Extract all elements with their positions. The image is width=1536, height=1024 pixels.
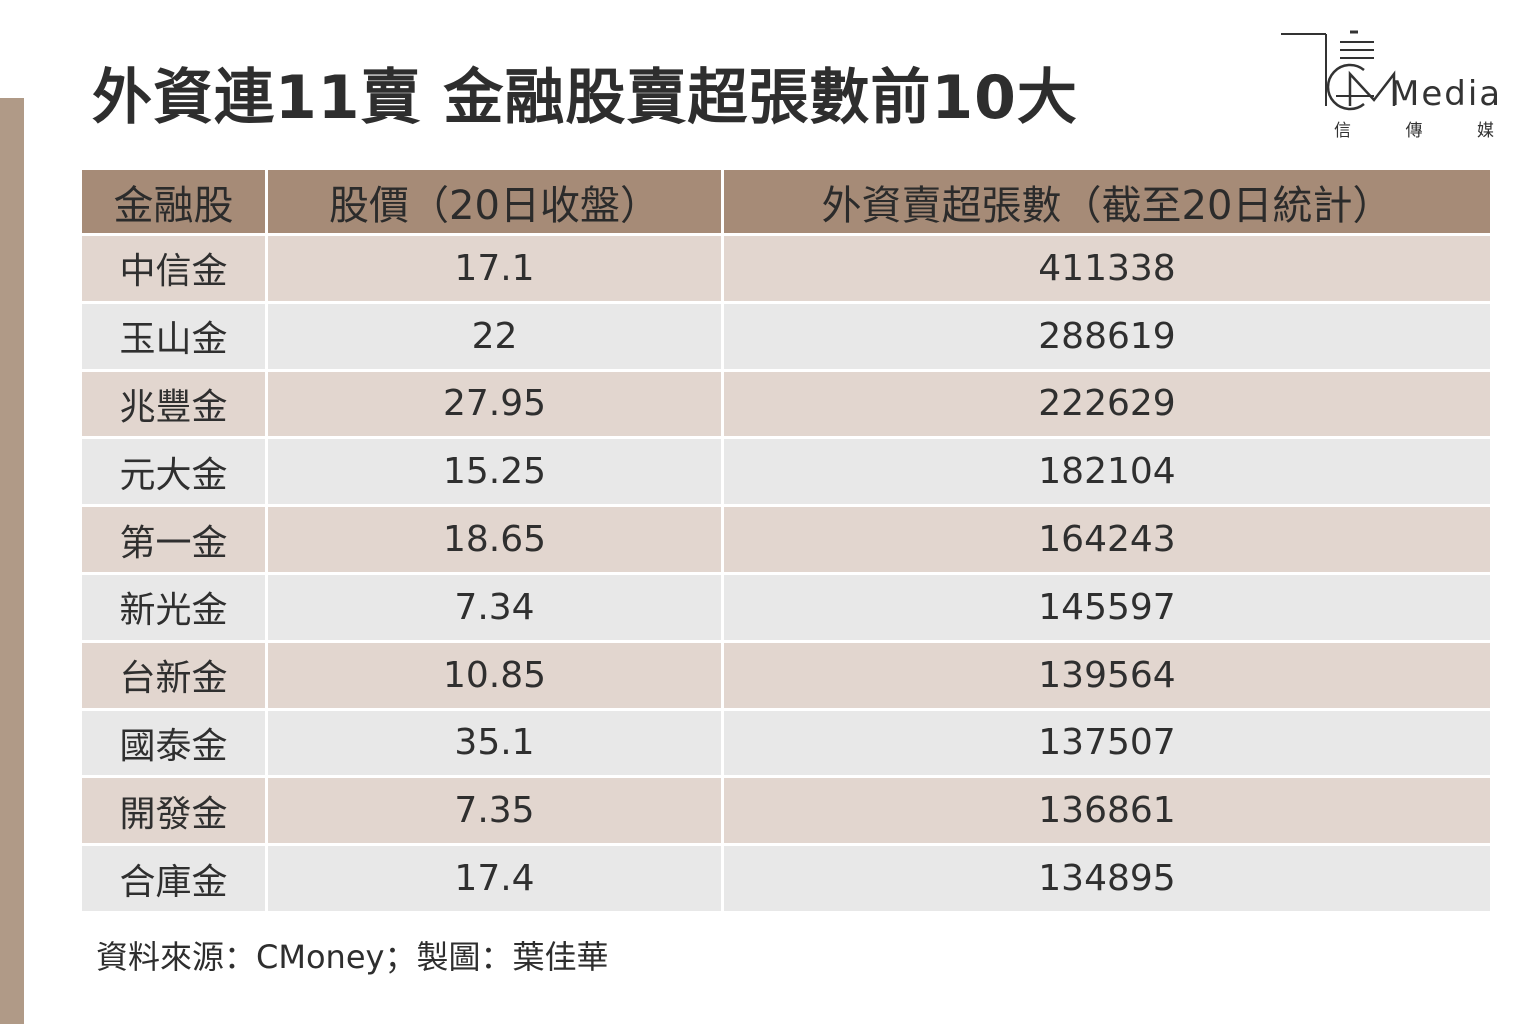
cell-net-sell: 288619 — [724, 303, 1490, 372]
cell-net-sell: 139564 — [724, 642, 1490, 711]
cell-net-sell: 222629 — [724, 371, 1490, 440]
tc-media-logo: Media 信 傳 媒 — [1278, 30, 1500, 150]
logo-wordmark: Media — [1390, 74, 1503, 114]
cell-price: 7.35 — [268, 778, 724, 847]
cell-stock: 開發金 — [82, 778, 268, 847]
cell-net-sell: 182104 — [724, 439, 1490, 508]
cell-stock: 新光金 — [82, 574, 268, 643]
cell-stock: 元大金 — [82, 439, 268, 508]
logo-sub-char: 信 — [1334, 121, 1351, 141]
cell-stock: 台新金 — [82, 642, 268, 711]
column-header-price: 股價（20日收盤） — [268, 170, 724, 236]
column-header-stock: 金融股 — [82, 170, 268, 236]
cell-net-sell: 145597 — [724, 574, 1490, 643]
cell-price: 10.85 — [268, 642, 724, 711]
cell-stock: 玉山金 — [82, 303, 268, 372]
cell-stock: 國泰金 — [82, 710, 268, 779]
cell-net-sell: 136861 — [724, 778, 1490, 847]
foreign-selling-table: 金融股 股價（20日收盤） 外資賣超張數（截至20日統計） 中信金 17.1 4… — [82, 170, 1490, 914]
source-credit: 資料來源：CMoney；製圖：葉佳華 — [96, 938, 609, 976]
logo-mark-icon — [1281, 30, 1396, 111]
cell-net-sell: 134895 — [724, 846, 1490, 914]
cell-price: 18.65 — [268, 507, 724, 575]
column-header-net-sell: 外資賣超張數（截至20日統計） — [724, 170, 1490, 236]
cell-price: 35.1 — [268, 710, 724, 779]
cell-stock: 第一金 — [82, 507, 268, 575]
cell-stock: 中信金 — [82, 236, 268, 304]
cell-price: 27.95 — [268, 371, 724, 440]
logo-subtitle: 信 傳 媒 — [1334, 120, 1494, 142]
cell-stock: 兆豐金 — [82, 371, 268, 440]
cell-net-sell: 411338 — [724, 236, 1490, 304]
cell-price: 17.4 — [268, 846, 724, 914]
page-title: 外資連11賣 金融股賣超張數前10大 — [92, 63, 1078, 133]
cell-price: 15.25 — [268, 439, 724, 508]
cell-stock: 合庫金 — [82, 846, 268, 914]
side-accent-bar — [0, 98, 24, 1024]
cell-net-sell: 137507 — [724, 710, 1490, 779]
cell-price: 7.34 — [268, 574, 724, 643]
cell-net-sell: 164243 — [724, 507, 1490, 575]
logo-sub-char: 傳 — [1405, 121, 1423, 141]
cell-price: 22 — [268, 303, 724, 372]
cell-price: 17.1 — [268, 236, 724, 304]
logo-sub-char: 媒 — [1477, 121, 1494, 141]
